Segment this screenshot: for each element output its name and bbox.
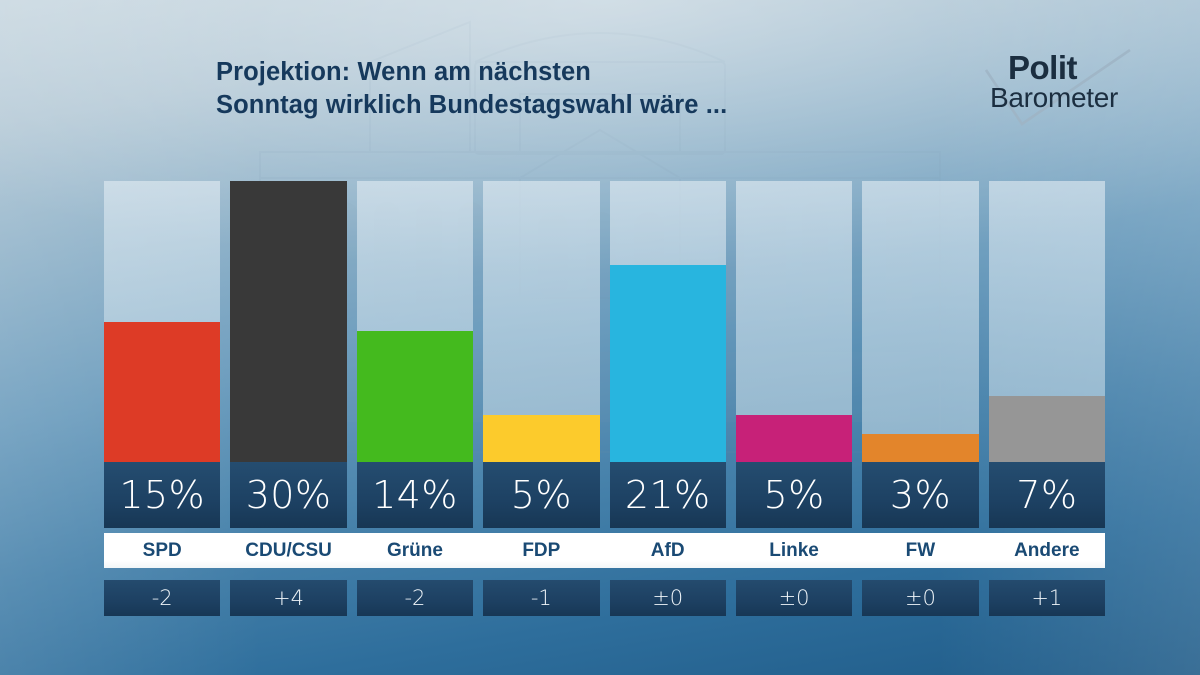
value-box: 7% [988,462,1105,528]
change-label: -2 [404,586,426,610]
party-label: Grüne [386,539,443,561]
bar-columns: 15% SPD -2 30% CDU/CSU +4 14% Grüne -2 5% FDP -1 21%… [104,181,1105,616]
party-label-strip [104,533,1105,568]
bar [356,330,474,462]
change-label: -2 [151,586,173,610]
party-label-cell: AfD [610,533,726,568]
change-box: ±0 [609,580,726,616]
change-box: +1 [988,580,1105,616]
change-box: +4 [230,580,347,616]
party-label: FDP [522,539,561,561]
party-label-cell: FW [862,533,978,568]
change-label: +1 [1031,586,1063,610]
value-label: 7% [1016,473,1078,517]
politbarometer-logo: Polit Barometer [982,44,1137,128]
bar [104,321,221,462]
bar [609,265,726,462]
bar-column-linke: 5% Linke ±0 [735,181,853,616]
change-box: ±0 [735,580,853,616]
change-label: ±0 [778,586,810,610]
value-label: 5% [763,473,825,517]
party-label: AfD [650,539,685,561]
change-box: -2 [104,580,221,616]
party-label-cell: Grüne [357,533,473,568]
column-background [483,181,600,462]
bar-column-andere: 7% Andere +1 [988,181,1105,616]
checkmark-icon [984,48,1131,126]
value-box: 5% [735,462,853,528]
party-label: CDU/CSU [245,539,332,561]
column-background [862,181,979,462]
value-box: 14% [356,462,474,528]
party-label-cell: SPD [104,533,220,568]
party-label: FW [905,539,936,561]
change-label: +4 [273,586,305,610]
change-label: -1 [530,586,552,610]
change-box: -1 [483,580,600,616]
bar [230,181,347,462]
column-background [735,181,853,462]
change-box: ±0 [862,580,979,616]
party-label-cell: Linke [736,533,852,568]
value-label: 5% [510,473,572,517]
change-label: ±0 [652,586,684,610]
page-title: Projektion: Wenn am nächsten Sonntag wir… [216,58,728,120]
party-label: Linke [769,539,819,561]
value-label: 15% [119,473,206,517]
projection-bar-chart: 15% SPD -2 30% CDU/CSU +4 14% Grüne -2 5% FDP -1 21%… [104,181,1105,616]
value-box: 3% [862,462,979,528]
value-box: 21% [609,462,726,528]
logo-text-polit: Polit [1008,49,1078,86]
value-box: 30% [230,462,347,528]
bar-column-fdp: 5% FDP -1 [483,181,600,616]
party-label: SPD [142,539,182,561]
party-label: Andere [1014,539,1080,561]
party-label-cell: Andere [989,533,1105,568]
party-label-cell: FDP [483,533,599,568]
bar [988,396,1105,462]
value-label: 14% [372,473,458,517]
logo-text-barometer: Barometer [990,82,1119,113]
value-box: 15% [104,462,221,528]
bar [735,415,853,462]
bar [483,415,600,462]
change-box: -2 [356,580,474,616]
change-label: ±0 [904,586,936,610]
bar-column-fw: 3% FW ±0 [862,181,979,616]
bar-column-cdu-csu: 30% CDU/CSU +4 [230,181,347,616]
bar-column-gr-ne: 14% Grüne -2 [356,181,474,616]
value-box: 5% [483,462,600,528]
bar-column-spd: 15% SPD -2 [104,181,221,616]
party-label-cell: CDU/CSU [230,533,346,568]
value-label: 3% [889,473,951,517]
bar-column-afd: 21% AfD ±0 [609,181,726,616]
value-label: 30% [245,473,332,517]
bar [862,433,979,462]
value-label: 21% [624,473,711,517]
